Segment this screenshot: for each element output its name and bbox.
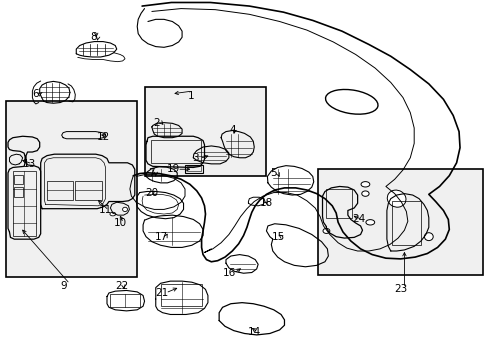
Text: 15: 15 <box>271 232 285 242</box>
Text: 4: 4 <box>228 125 235 135</box>
Text: 20: 20 <box>145 188 158 198</box>
Ellipse shape <box>361 191 368 196</box>
Text: 17: 17 <box>155 232 168 242</box>
Bar <box>14 187 22 197</box>
Ellipse shape <box>122 207 127 212</box>
Bar <box>13 171 36 235</box>
Text: 19: 19 <box>167 164 180 174</box>
Bar <box>326 189 351 218</box>
Text: 24: 24 <box>352 215 365 224</box>
Text: 2: 2 <box>153 118 160 128</box>
Bar <box>151 140 200 163</box>
Text: 22: 22 <box>115 281 128 291</box>
Text: 10: 10 <box>113 218 126 228</box>
Text: 9: 9 <box>61 281 67 291</box>
Ellipse shape <box>325 90 377 114</box>
Bar <box>186 166 201 171</box>
Ellipse shape <box>110 212 116 216</box>
Text: 12: 12 <box>96 132 109 142</box>
Bar <box>75 181 102 200</box>
Text: 13: 13 <box>22 159 36 169</box>
Text: 6: 6 <box>32 89 39 99</box>
Ellipse shape <box>424 233 432 240</box>
Text: 14: 14 <box>247 327 260 337</box>
Ellipse shape <box>386 190 405 207</box>
Text: 1: 1 <box>187 91 194 101</box>
Bar <box>144 87 266 176</box>
Bar <box>14 175 22 184</box>
Bar <box>391 201 420 245</box>
Text: 3: 3 <box>192 153 199 163</box>
Text: 11: 11 <box>99 206 112 216</box>
Ellipse shape <box>360 181 369 187</box>
Ellipse shape <box>323 228 329 233</box>
Bar <box>184 165 203 173</box>
Text: 7: 7 <box>148 168 155 178</box>
Ellipse shape <box>365 220 374 225</box>
Text: 16: 16 <box>223 268 236 278</box>
Bar <box>317 169 483 275</box>
Bar <box>160 284 201 306</box>
Text: 21: 21 <box>155 288 168 298</box>
Bar <box>47 181 73 200</box>
Text: 5: 5 <box>270 168 277 178</box>
Bar <box>5 101 137 277</box>
Bar <box>110 294 140 307</box>
Text: 23: 23 <box>393 284 407 294</box>
Text: 18: 18 <box>259 198 272 208</box>
Text: 8: 8 <box>90 32 97 41</box>
